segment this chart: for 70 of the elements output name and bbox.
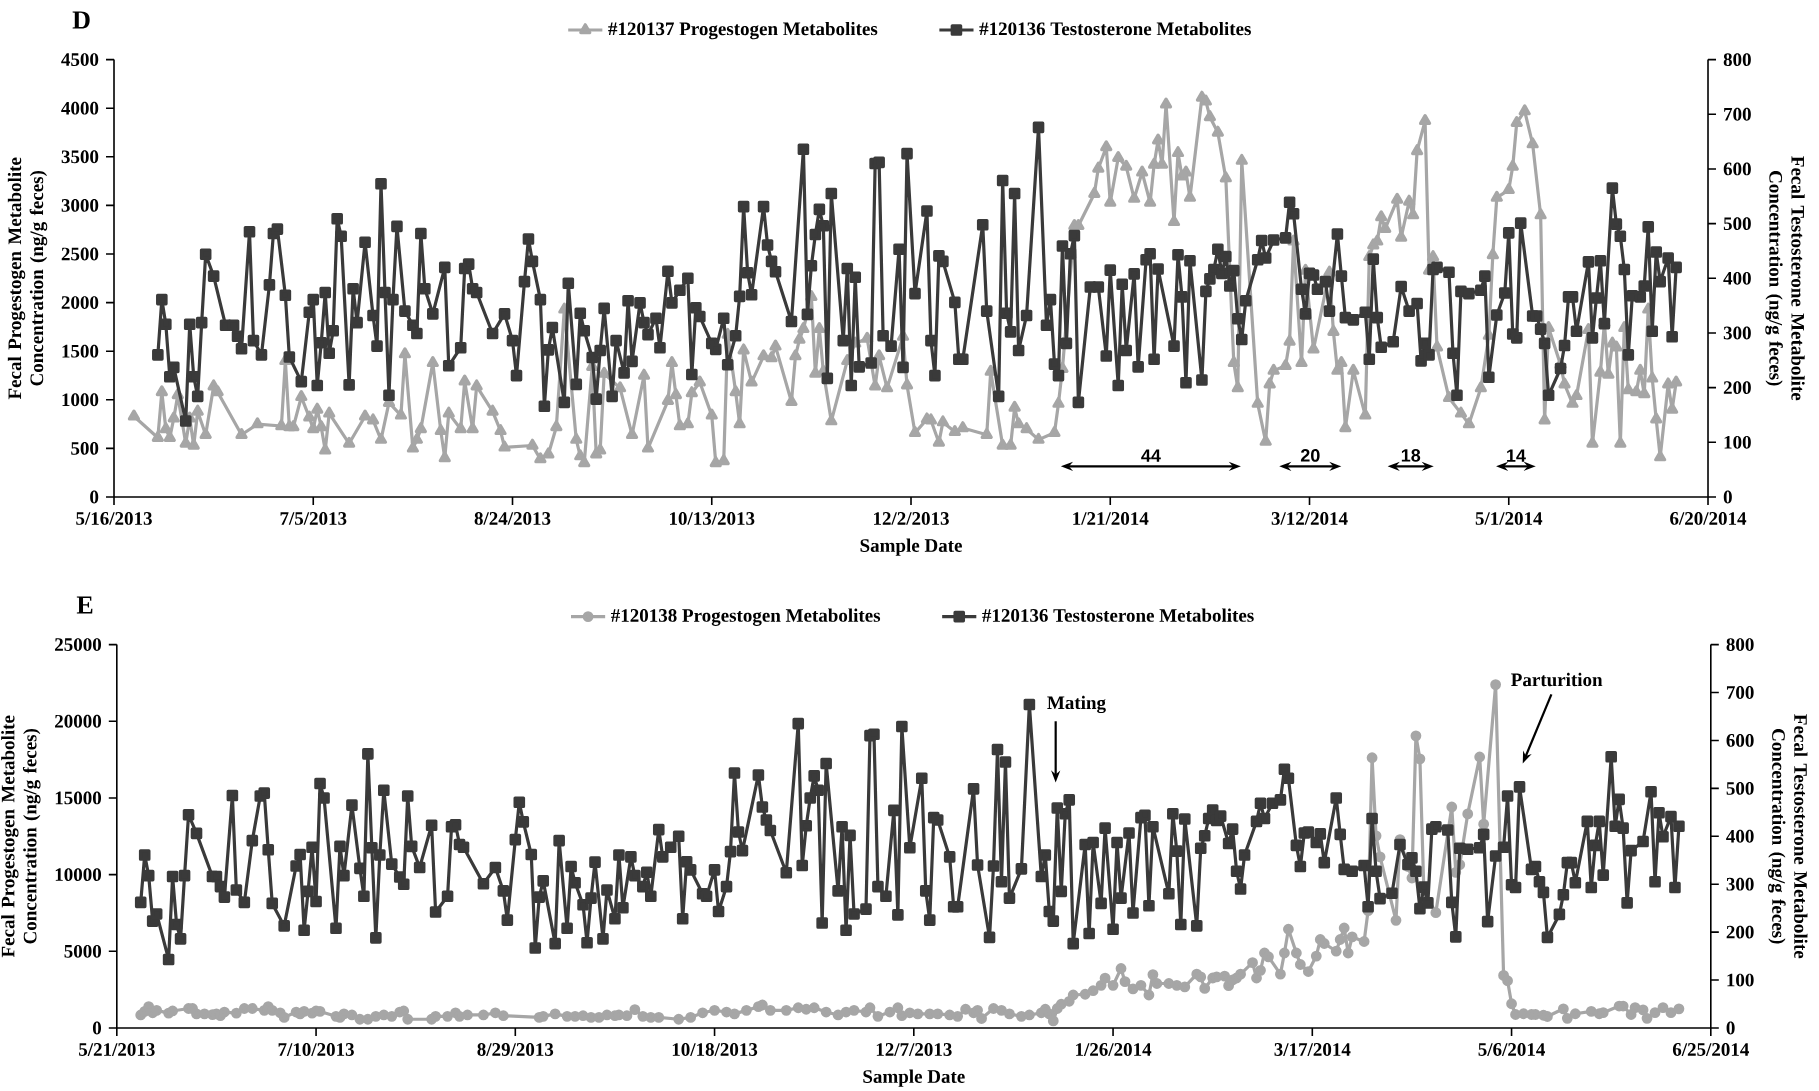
- y-axis-title: Fecal Progestogen Metabolite Concentration (ng/g feces): [1, 715, 41, 958]
- y-axis-title: Fecal Progestogen Metabolite Concentration (ng/g feces): [7, 157, 48, 400]
- legend-label: #120136 Testosterone Metabolites: [982, 608, 1254, 622]
- y2-tick-label: 600: [1726, 734, 1754, 747]
- y-tick-label: 3500: [61, 150, 99, 164]
- y-tick-label: 1000: [62, 393, 99, 407]
- x-tick-label: 8/24/2013: [474, 512, 551, 525]
- legend-label: #120138 Progestogen Metabolites: [611, 608, 881, 626]
- chart-title: D: [72, 11, 90, 29]
- x-tick-label: 6/25/2014: [1672, 1043, 1749, 1056]
- y2-axis-title: Fecal Testosterone Metabolite Concentration (ng/g feces): [1765, 156, 1805, 401]
- x-tick-label: 8/29/2013: [477, 1043, 554, 1056]
- y2-tick-label: 700: [1726, 686, 1754, 699]
- y-tick-label: 4000: [61, 101, 99, 115]
- x-tick-label: 12/7/2013: [876, 1043, 952, 1056]
- y2-tick-label: 200: [1726, 925, 1754, 939]
- y-tick-label: 0: [90, 490, 99, 504]
- y2-tick-label: 500: [1726, 781, 1754, 795]
- x-tick-label: 5/21/2013: [79, 1043, 155, 1056]
- y2-tick-label: 300: [1723, 326, 1751, 340]
- y-tick-label: 20000: [55, 714, 102, 728]
- annotation: Mating: [1047, 695, 1106, 714]
- y-tick-label: 15000: [55, 791, 102, 805]
- y-tick-label: 0: [92, 1021, 102, 1035]
- y-tick-label: 4500: [61, 53, 99, 66]
- x-tick-label: 7/5/2013: [280, 512, 347, 525]
- y2-tick-label: 600: [1723, 162, 1751, 176]
- x-tick-label: 5/1/2014: [1475, 512, 1543, 525]
- annotation: 44: [1141, 449, 1161, 462]
- legend-label: #120136 Testosterone Metabolites: [979, 21, 1251, 36]
- annotation: 18: [1401, 449, 1421, 462]
- chart-title: E: [76, 596, 93, 614]
- y-tick-label: 3000: [61, 198, 99, 212]
- y2-tick-label: 100: [1727, 973, 1754, 987]
- y-tick-label: 2500: [61, 247, 99, 261]
- x-tick-label: 12/2/2013: [874, 512, 949, 525]
- x-tick-label: 5/6/2014: [1478, 1043, 1545, 1056]
- x-tick-label: 1/26/2014: [1076, 1043, 1152, 1056]
- y2-tick-label: 400: [1723, 271, 1751, 285]
- y2-tick-label: 300: [1726, 877, 1754, 891]
- annotation: Parturition: [1511, 672, 1603, 687]
- y2-axis-title: Fecal Testosterone Metabolite Concentration (ng/g feces): [1768, 714, 1808, 959]
- x-tick-label: 7/10/2013: [278, 1043, 354, 1056]
- x-axis-title: Sample Date: [860, 538, 962, 556]
- y-tick-label: 25000: [55, 638, 102, 651]
- y2-tick-label: 0: [1723, 490, 1732, 504]
- x-tick-label: 3/17/2014: [1274, 1043, 1351, 1056]
- x-tick-label: 3/12/2014: [1271, 512, 1348, 525]
- y2-tick-label: 700: [1724, 107, 1751, 121]
- x-tick-label: 10/13/2013: [670, 512, 755, 525]
- y2-tick-label: 800: [1726, 638, 1754, 651]
- y-tick-label: 1500: [62, 344, 99, 358]
- annotation: 14: [1507, 449, 1526, 462]
- x-tick-label: 1/21/2014: [1073, 512, 1149, 525]
- annotation: 20: [1300, 449, 1320, 462]
- x-tick-label: 10/18/2013: [672, 1043, 758, 1056]
- y-tick-label: 5000: [64, 944, 102, 958]
- x-tick-label: 5/16/2013: [76, 512, 152, 525]
- legend-label: #120137 Progestogen Metabolites: [608, 21, 878, 40]
- y-tick-label: 500: [71, 441, 99, 455]
- y2-tick-label: 400: [1726, 829, 1754, 843]
- y2-tick-label: 800: [1723, 53, 1751, 67]
- y-tick-label: 10000: [55, 868, 102, 882]
- x-tick-label: 6/20/2014: [1670, 512, 1747, 525]
- y2-tick-label: 0: [1726, 1021, 1735, 1035]
- y2-tick-label: 500: [1723, 217, 1751, 231]
- y2-tick-label: 200: [1723, 381, 1751, 395]
- y-tick-label: 2000: [61, 296, 99, 309]
- x-axis-title: Sample Date: [863, 1069, 965, 1087]
- y2-tick-label: 100: [1724, 435, 1751, 449]
